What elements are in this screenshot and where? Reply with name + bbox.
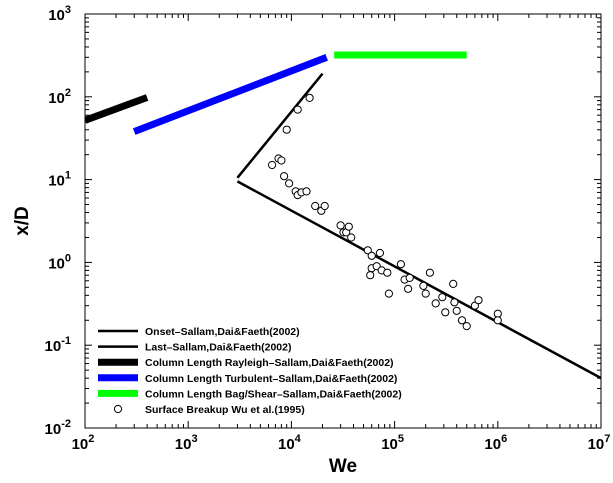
data-point xyxy=(457,316,467,325)
data-point xyxy=(320,201,329,211)
x-axis-title: We xyxy=(329,456,357,477)
y-tick-label: 102 xyxy=(48,87,71,107)
data-point xyxy=(421,289,430,298)
data-point xyxy=(474,296,483,305)
x-tick-label: 102 xyxy=(72,433,95,453)
data-point xyxy=(452,306,461,315)
data-point xyxy=(375,248,384,258)
legend-label: Onset–Sallam,Dai&Faeth(2002) xyxy=(145,326,300,338)
data-point xyxy=(367,251,376,260)
data-point xyxy=(336,221,345,230)
data-point xyxy=(405,273,414,282)
legend-label: Column Length Bag/Shear–Sallam,Dai&Faeth… xyxy=(145,388,402,400)
legend-label: Last–Sallam,Dai&Faeth(2002) xyxy=(145,342,291,354)
data-point xyxy=(363,246,372,255)
y-tick-label: 103 xyxy=(48,4,71,24)
series-line-3 xyxy=(132,54,328,135)
x-tick-label: 107 xyxy=(588,433,611,453)
data-point xyxy=(285,179,294,188)
data-point xyxy=(396,260,405,269)
series-line-2 xyxy=(85,94,149,124)
series-line-0 xyxy=(236,180,601,380)
series-layer xyxy=(85,51,601,380)
y-tick-label: 100 xyxy=(48,252,71,272)
data-point xyxy=(438,293,447,302)
data-point xyxy=(431,299,440,308)
data-point xyxy=(268,160,277,170)
y-tick-label: 10-1 xyxy=(45,335,71,355)
data-point xyxy=(311,201,320,211)
y-tick-label: 101 xyxy=(48,170,71,190)
data-point xyxy=(305,93,314,103)
plot-frame xyxy=(84,13,602,429)
x-tick-label: 103 xyxy=(175,433,198,453)
legend-label: Column Length Turbulent–Sallam,Dai&Faeth… xyxy=(145,373,397,385)
data-point xyxy=(450,298,459,307)
data-point xyxy=(493,316,502,325)
data-point xyxy=(462,322,471,331)
data-point xyxy=(302,187,311,196)
data-point xyxy=(425,268,434,277)
legend-label: Surface Breakup Wu et al.(1995) xyxy=(145,404,305,416)
data-point xyxy=(277,156,286,165)
data-point xyxy=(449,279,458,288)
data-point xyxy=(383,268,392,277)
x-tick-label: 104 xyxy=(278,433,302,453)
y-axis-title: x/D xyxy=(12,206,33,236)
tick-labels: 102 103 104 105 106 107 10-2 10-1 100 101 102 103 xyxy=(45,4,611,453)
legend-label: Column Length Rayleigh–Sallam,Dai&Faeth(… xyxy=(145,357,394,369)
legend-marker xyxy=(113,404,123,414)
x-tick-label: 105 xyxy=(381,433,404,453)
data-point xyxy=(280,172,289,181)
data-point xyxy=(404,284,413,293)
y-tick-label: 10-2 xyxy=(45,418,71,438)
data-point xyxy=(384,289,393,298)
series-line-1 xyxy=(236,72,324,179)
x-tick-label: 106 xyxy=(484,433,507,453)
axis-ticks xyxy=(84,14,601,429)
data-point xyxy=(419,281,428,290)
data-point xyxy=(293,105,302,114)
legend: Onset–Sallam,Dai&Faeth(2002) Last–Sallam,… xyxy=(98,326,402,416)
data-point xyxy=(347,233,356,242)
data-point xyxy=(366,271,375,280)
data-point xyxy=(282,125,291,134)
data-point xyxy=(441,308,450,317)
data-point xyxy=(344,222,353,231)
